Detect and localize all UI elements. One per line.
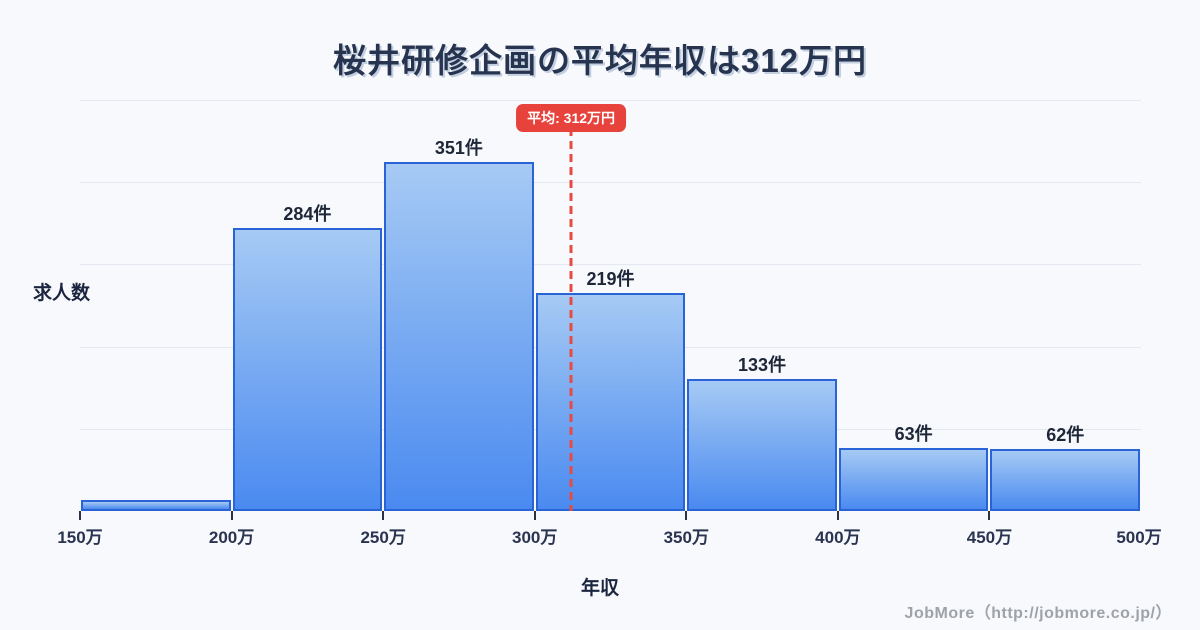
- x-axis-tick: [988, 511, 991, 520]
- y-axis-title: 求人数: [33, 283, 91, 304]
- bar-value-label: 219件: [586, 269, 635, 290]
- x-axis-tick-label: 450万: [966, 528, 1013, 547]
- x-axis-tick: [685, 511, 688, 520]
- average-line: [569, 128, 573, 511]
- bar-value-label: 133件: [738, 354, 787, 375]
- x-axis-tick-label: 500万: [1116, 528, 1162, 547]
- footer-credit: JobMore（http://jobmore.co.jp/）: [904, 605, 1172, 622]
- bar-value-label: 284件: [283, 204, 332, 225]
- x-axis-tick-label: 300万: [512, 528, 558, 547]
- x-axis-tick: [533, 511, 536, 520]
- x-axis-title: 年収: [580, 578, 619, 599]
- bar-value-label: 351件: [434, 137, 483, 158]
- x-axis-tick-label: 250万: [360, 528, 406, 547]
- gridline: [80, 182, 1141, 184]
- x-axis-tick-label: 350万: [663, 528, 709, 547]
- histogram-bar: [990, 449, 1140, 511]
- histogram-bar: [838, 448, 989, 511]
- histogram-bar: [232, 228, 383, 511]
- x-axis-tick: [836, 511, 839, 520]
- bar-value-label: 62件: [1046, 425, 1085, 446]
- histogram-bar: [687, 378, 837, 511]
- x-axis-tick-label: 400万: [815, 528, 861, 547]
- bar-value-label: 63件: [894, 424, 933, 445]
- histogram-bar: [535, 293, 686, 511]
- x-axis-tick-label: 200万: [208, 528, 255, 547]
- x-axis-tick-label: 150万: [57, 528, 103, 547]
- plot-area: 284件 351件 219件 133件 63件 62件 150万 200万 250万 300万 35…: [57, 100, 1162, 547]
- x-axis-tick: [79, 511, 81, 520]
- gridline: [80, 100, 1141, 101]
- average-badge: 平均: 312万円: [516, 104, 627, 132]
- x-axis-tick: [382, 511, 385, 520]
- gridline: [80, 264, 1141, 266]
- x-axis-tick: [230, 511, 233, 520]
- histogram-bar: [81, 500, 231, 511]
- histogram-bar: [384, 161, 534, 511]
- chart-title: 桜井研修企画の平均年収は312万円: [332, 42, 868, 79]
